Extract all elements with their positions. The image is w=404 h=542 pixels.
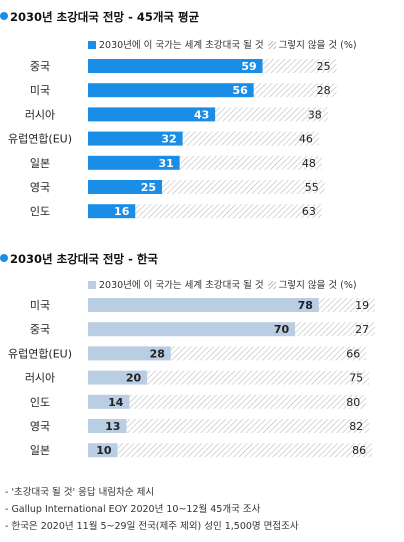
bar-no <box>135 204 322 219</box>
value-label-yes: 43 <box>194 108 209 121</box>
value-label-no: 19 <box>355 299 369 312</box>
world-bar-chart: 중국 59 25 미국 56 28 러시아 43 38 유럽연합(EU) 32 46 일본 31 48 영국 2… <box>8 59 337 219</box>
legend-swatch-no <box>267 281 276 289</box>
value-label-yes: 56 <box>232 84 248 97</box>
bullet-icon <box>0 12 8 20</box>
value-label-no: 46 <box>299 133 313 146</box>
bar-yes <box>88 370 148 385</box>
category-label: 미국 <box>30 299 50 312</box>
bullet-icon <box>0 254 8 262</box>
category-label: 중국 <box>30 60 50 73</box>
value-label-yes: 13 <box>105 420 120 433</box>
footnote: - '초강대국 될 것' 응답 내림차순 제시 <box>5 487 155 498</box>
bar-no <box>170 346 367 361</box>
bar-yes <box>88 131 183 146</box>
legend-swatch-yes <box>88 281 96 289</box>
value-label-no: 80 <box>346 396 360 409</box>
legend-label-no: 그렇지 않을 것 (%) <box>278 40 357 51</box>
category-label: 러시아 <box>25 372 55 385</box>
value-label-no: 75 <box>349 372 363 385</box>
bar-no <box>117 443 373 458</box>
value-label-yes: 32 <box>161 133 176 146</box>
bar-no <box>182 131 319 146</box>
bar-yes <box>88 83 254 98</box>
legend-swatch-yes <box>88 41 96 49</box>
bar-no <box>179 155 322 170</box>
category-label: 미국 <box>30 84 50 97</box>
category-label: 영국 <box>30 420 50 433</box>
legend: 2030년에 이 국가는 세계 초강대국 될 것 그렇지 않을 것 (%) <box>88 277 357 291</box>
value-label-yes: 28 <box>150 347 165 360</box>
category-label: 영국 <box>30 181 50 194</box>
legend-swatch-no <box>267 41 276 49</box>
footnote: - Gallup International EOY 2020년 10~12월 … <box>5 504 261 515</box>
bar-yes <box>88 155 180 170</box>
category-label: 일본 <box>30 156 50 170</box>
category-label: 인도 <box>30 396 50 409</box>
category-label: 유럽연합(EU) <box>8 346 72 360</box>
bar-yes <box>88 59 263 73</box>
bar-yes <box>88 419 127 433</box>
value-label-no: 38 <box>308 108 322 121</box>
bar-no <box>147 370 370 385</box>
bar-yes <box>88 298 319 312</box>
value-label-no: 82 <box>349 420 363 433</box>
value-label-no: 66 <box>346 347 360 360</box>
bar-yes <box>88 394 130 409</box>
value-label-no: 25 <box>317 60 331 73</box>
bar-yes <box>88 180 162 194</box>
value-label-yes: 20 <box>126 372 142 385</box>
value-label-no: 86 <box>352 444 366 457</box>
value-label-no: 55 <box>305 181 319 194</box>
bar-no <box>253 83 337 98</box>
bar-yes <box>88 322 296 337</box>
value-label-no: 27 <box>355 323 369 336</box>
bar-yes <box>88 443 118 458</box>
value-label-yes: 10 <box>96 444 112 457</box>
panel-title: 2030년 초강대국 전망 - 한국 <box>10 252 159 266</box>
value-label-yes: 59 <box>241 60 256 73</box>
category-label: 일본 <box>30 443 50 457</box>
value-label-yes: 78 <box>298 299 313 312</box>
bar-yes <box>88 204 136 219</box>
bar-no <box>126 419 370 433</box>
category-label: 인도 <box>30 205 50 218</box>
value-label-no: 28 <box>317 84 331 97</box>
category-label: 유럽연합(EU) <box>8 132 72 146</box>
bar-no <box>162 180 325 194</box>
value-label-yes: 16 <box>114 205 130 218</box>
legend-label-yes: 2030년에 이 국가는 세계 초강대국 될 것 <box>99 40 264 51</box>
value-label-yes: 14 <box>108 396 124 409</box>
value-label-no: 63 <box>302 205 316 218</box>
value-label-yes: 31 <box>158 157 173 170</box>
value-label-yes: 25 <box>141 181 156 194</box>
value-label-yes: 70 <box>274 323 290 336</box>
legend: 2030년에 이 국가는 세계 초강대국 될 것 그렇지 않을 것 (%) <box>88 37 357 51</box>
korea-bar-chart: 미국 78 19 중국 70 27 유럽연합(EU) 28 66 러시아 20 75 인도 14 80 영국 1… <box>8 298 376 458</box>
legend-label-yes: 2030년에 이 국가는 세계 초강대국 될 것 <box>99 280 264 291</box>
bar-no <box>295 322 376 337</box>
bar-no <box>262 59 337 73</box>
bar-no <box>215 107 328 122</box>
bar-no <box>129 394 367 409</box>
category-label: 러시아 <box>25 108 55 121</box>
bar-yes <box>88 107 216 122</box>
bar-yes <box>88 346 171 361</box>
bar-no <box>318 298 376 312</box>
category-label: 중국 <box>30 323 50 336</box>
value-label-no: 48 <box>302 157 316 170</box>
panel-title: 2030년 초강대국 전망 - 45개국 평균 <box>10 10 200 24</box>
legend-label-no: 그렇지 않을 것 (%) <box>278 280 357 291</box>
footnotes: - '초강대국 될 것' 응답 내림차순 제시 - Gallup Interna… <box>5 484 299 535</box>
footnote: - 한국은 2020년 11월 5~29일 전국(제주 제외) 성인 1,500… <box>5 521 299 532</box>
